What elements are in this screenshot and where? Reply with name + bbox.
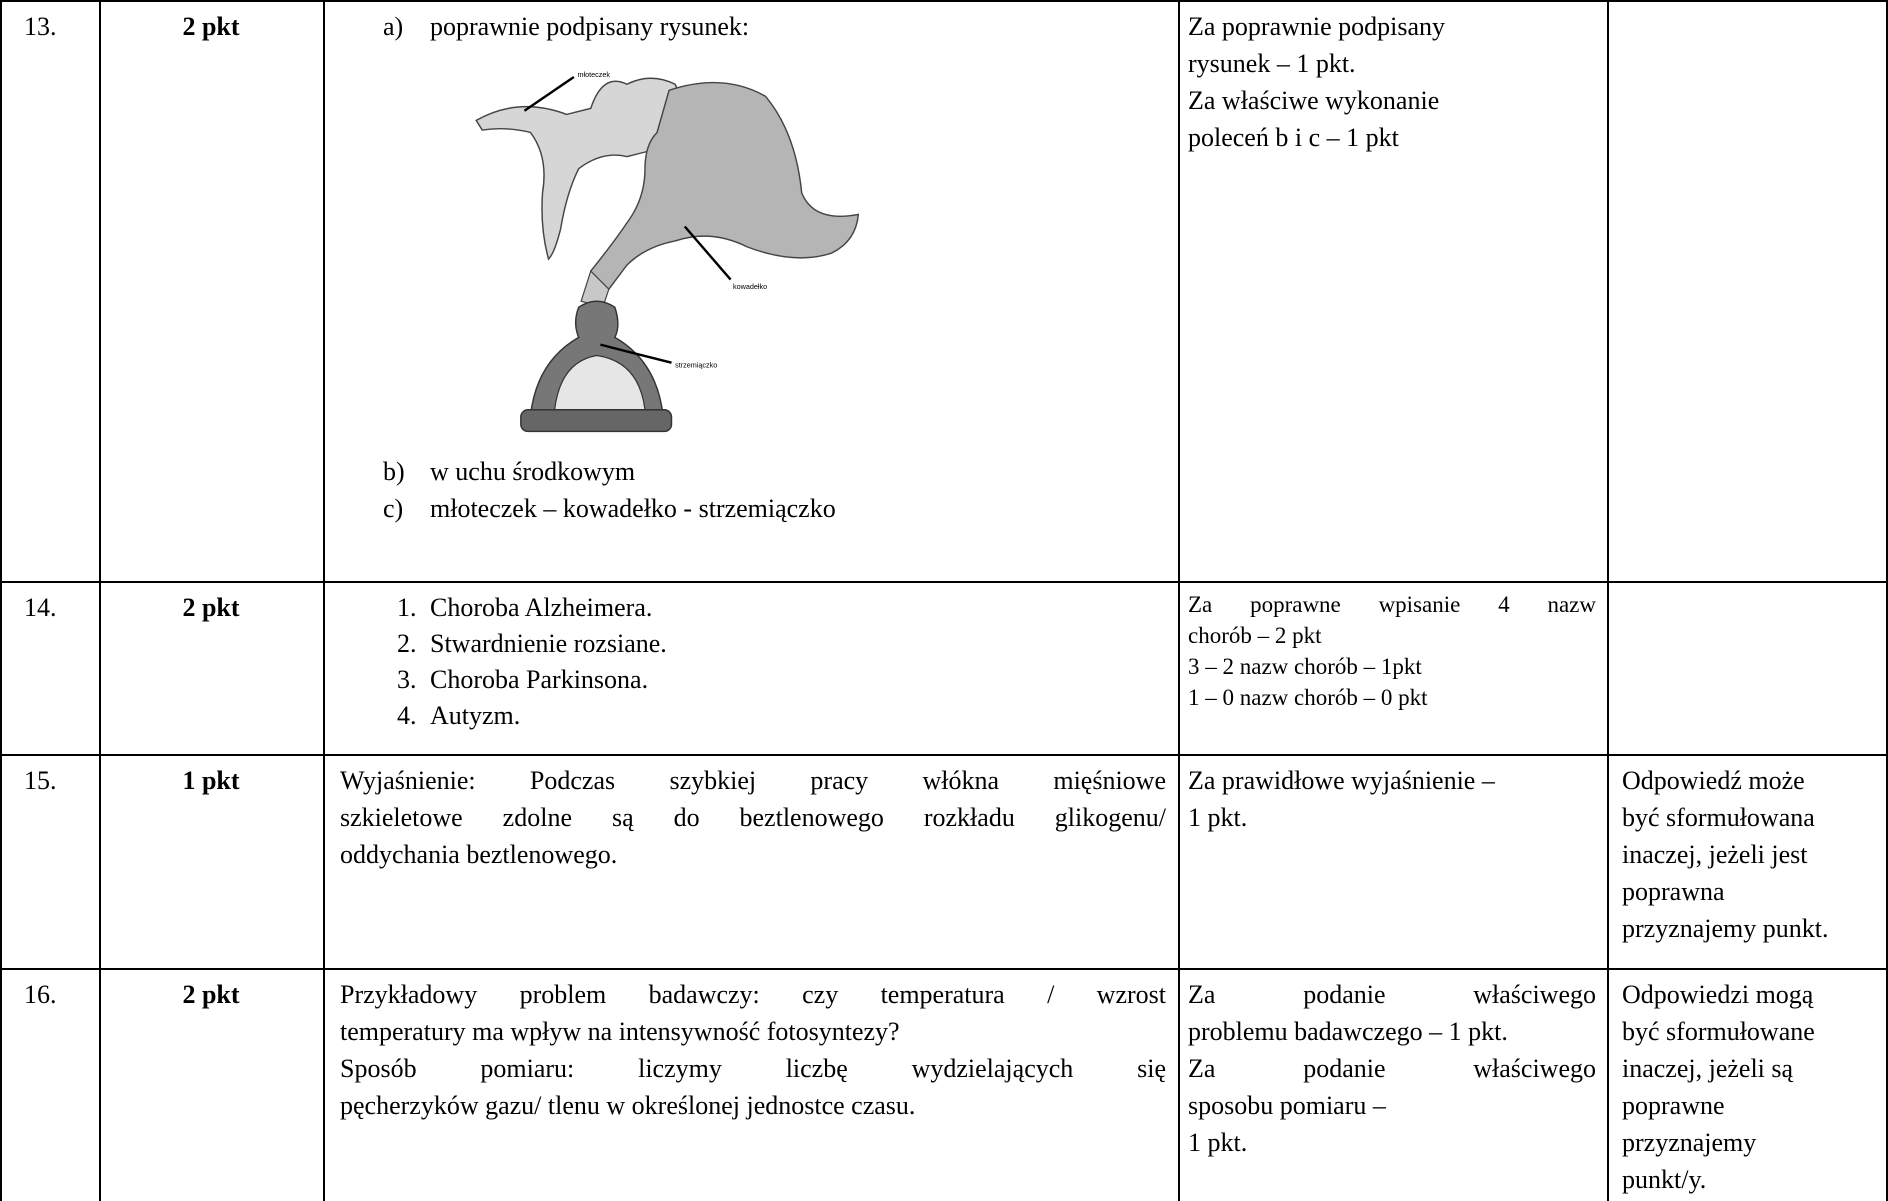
table-rule — [1886, 0, 1888, 1201]
criteria-line: poleceń b i c – 1 pkt — [1188, 123, 1399, 152]
list-text: Choroba Parkinsona. — [430, 665, 649, 694]
list-marker: 2. — [397, 629, 417, 658]
table-rule — [1178, 0, 1180, 1201]
list-text: poprawnie podpisany rysunek: — [430, 12, 750, 41]
list-text: młoteczek – kowadełko - strzemiączko — [430, 494, 836, 523]
note-line: być sformułowana — [1622, 803, 1815, 832]
criteria-line: rysunek – 1 pkt. — [1188, 49, 1356, 78]
table-rule — [0, 754, 1888, 756]
table-rule — [0, 968, 1888, 970]
table-rule — [323, 0, 325, 1201]
criteria-line: 1 pkt. — [1188, 803, 1248, 832]
row-number: 16. — [24, 980, 57, 1009]
list-marker: 1. — [397, 593, 417, 622]
stapes-footplate — [520, 409, 673, 433]
list-text: Stwardnienie rozsiane. — [430, 629, 667, 658]
criteria-line: problemu badawczego – 1 pkt. — [1188, 1017, 1508, 1046]
answer-line: Wyjaśnienie: Podczas szybkiej pracy włók… — [340, 766, 1166, 795]
note-line: punkt/y. — [1622, 1165, 1707, 1194]
list-text: w uchu środkowym — [430, 457, 636, 486]
table-rule — [1607, 0, 1609, 1201]
note-line: inaczej, jeżeli jest — [1622, 840, 1808, 869]
criteria-line: 1 pkt. — [1188, 1128, 1248, 1157]
figure-label: młoteczek — [577, 70, 610, 79]
table-rule — [0, 0, 2, 1201]
note-line: przyznajemy punkt. — [1622, 914, 1829, 943]
row-number: 13. — [24, 12, 57, 41]
malleus — [475, 77, 685, 261]
answer-line: oddychania beztlenowego. — [340, 840, 618, 869]
list-text: Autyzm. — [430, 701, 521, 730]
figure-label: strzemiączko — [675, 361, 717, 370]
answer-line: pęcherzyków gazu/ tlenu w określonej jed… — [340, 1091, 916, 1120]
table-rule — [99, 0, 101, 1201]
note-line: być sformułowane — [1622, 1017, 1815, 1046]
figure-label: kowadełko — [733, 282, 767, 291]
note-line: inaczej, jeżeli są — [1622, 1054, 1794, 1083]
list-marker: a) — [383, 12, 404, 41]
answer-line: Przykładowy problem badawczy: czy temper… — [340, 980, 1166, 1009]
criteria-line: Za poprawnie podpisany — [1188, 12, 1446, 41]
label-line — [600, 343, 672, 364]
points: 2 pkt — [182, 980, 240, 1009]
row-number: 14. — [24, 593, 57, 622]
criteria-line: Za podanie właściwego — [1188, 1054, 1596, 1083]
points: 1 pkt — [182, 766, 240, 795]
criteria-line: 1 – 0 nazw chorób – 0 pkt — [1188, 685, 1428, 710]
answer-line: temperatury ma wpływ na intensywność fot… — [340, 1017, 900, 1046]
stapes-opening — [553, 354, 646, 411]
incus — [589, 81, 860, 290]
table-rule — [0, 581, 1888, 583]
answer-line: Sposób pomiaru: liczymy liczbę wydzielaj… — [340, 1054, 1166, 1083]
criteria-line: Za prawidłowe wyjaśnienie – — [1188, 766, 1495, 795]
criteria-line: sposobu pomiaru – — [1188, 1091, 1386, 1120]
note-line: Odpowiedzi mogą — [1622, 980, 1814, 1009]
criteria-line: chorób – 2 pkt — [1188, 623, 1322, 648]
criteria-line: Za poprawne wpisanie 4 nazw — [1188, 592, 1596, 617]
ossicles-figure: młoteczek kowadełko strzemiączko — [475, 70, 860, 433]
list-marker: b) — [383, 457, 405, 486]
criteria-line: Za podanie właściwego — [1188, 980, 1596, 1009]
table-rule — [0, 0, 1888, 2]
note-line: Odpowiedź może — [1622, 766, 1805, 795]
criteria-line: 3 – 2 nazw chorób – 1pkt — [1188, 654, 1422, 679]
note-line: poprawne — [1622, 1091, 1725, 1120]
list-marker: c) — [383, 494, 404, 523]
note-line: poprawna — [1622, 877, 1725, 906]
label-line — [683, 225, 732, 281]
label-line — [523, 76, 575, 112]
criteria-line: Za właściwe wykonanie — [1188, 86, 1440, 115]
list-marker: 4. — [397, 701, 417, 730]
note-line: przyznajemy — [1622, 1128, 1757, 1157]
points: 2 pkt — [182, 593, 240, 622]
list-marker: 3. — [397, 665, 417, 694]
row-number: 15. — [24, 766, 57, 795]
points: 2 pkt — [182, 12, 240, 41]
list-text: Choroba Alzheimera. — [430, 593, 653, 622]
answer-line: szkieletowe zdolne są do beztlenowego ro… — [340, 803, 1166, 832]
